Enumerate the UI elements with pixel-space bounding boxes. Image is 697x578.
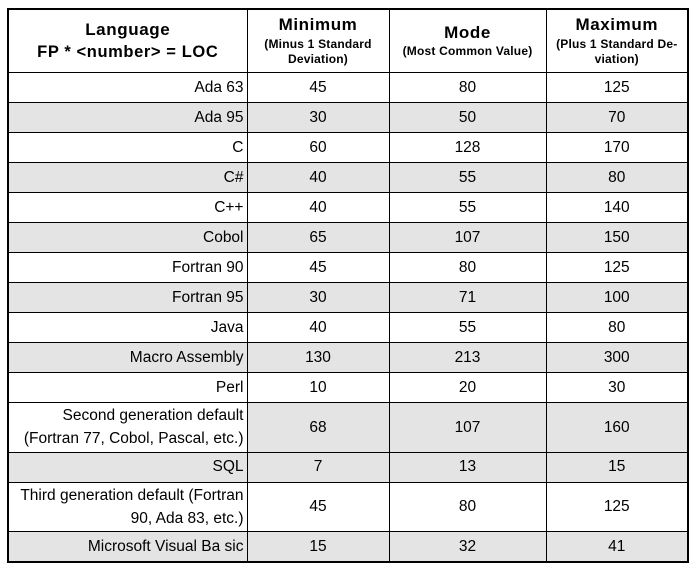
language-cell: Third generation default (Fortran 90, Ad… xyxy=(7,481,248,532)
column-header-maximum: Maximum (Plus 1 Standard De- viation) xyxy=(545,8,689,73)
mode-cell: 107 xyxy=(388,222,547,253)
language-header-formula: FP * <number> = LOC xyxy=(37,42,219,61)
table-row: Ada 95 30 50 70 xyxy=(7,102,689,133)
mode-cell: 20 xyxy=(388,372,547,403)
minimum-cell: 40 xyxy=(246,162,390,193)
maximum-cell: 300 xyxy=(545,342,689,373)
minimum-cell: 45 xyxy=(246,72,390,103)
table-row: Fortran 95 30 71 100 xyxy=(7,282,689,313)
minimum-cell: 130 xyxy=(246,342,390,373)
mode-header-title: Mode xyxy=(444,23,491,43)
language-cell: Ada 95 xyxy=(7,102,248,133)
table-row: Macro Assembly 130 213 300 xyxy=(7,342,689,373)
maximum-cell: 80 xyxy=(545,312,689,343)
language-cell: SQL xyxy=(7,451,248,483)
maximum-cell: 125 xyxy=(545,72,689,103)
mode-cell: 128 xyxy=(388,132,547,163)
column-header-minimum: Minimum (Minus 1 Standard Deviation) xyxy=(246,8,390,73)
mode-cell: 13 xyxy=(388,451,547,483)
mode-cell: 80 xyxy=(388,72,547,103)
table-body: Ada 63 45 80 125 Ada 95 30 50 70 C 60 12… xyxy=(7,72,689,563)
mode-cell: 55 xyxy=(388,162,547,193)
table-row: Perl 10 20 30 xyxy=(7,372,689,403)
table-row: Fortran 90 45 80 125 xyxy=(7,252,689,283)
column-header-mode: Mode (Most Common Value) xyxy=(388,8,547,73)
language-cell: Ada 63 xyxy=(7,72,248,103)
mode-header-subtitle: (Most Common Value) xyxy=(402,44,533,59)
maximum-header-title: Maximum xyxy=(575,15,659,35)
minimum-header-subtitle: (Minus 1 Standard Deviation) xyxy=(264,36,372,67)
minimum-cell: 40 xyxy=(246,192,390,223)
header-row: Language FP * <number> = LOC Minimum (Mi… xyxy=(7,8,689,73)
maximum-cell: 15 xyxy=(545,451,689,483)
minimum-cell: 68 xyxy=(246,402,390,453)
fp-to-loc-conversion-table: Language FP * <number> = LOC Minimum (Mi… xyxy=(7,8,689,563)
maximum-header-subtitle: (Plus 1 Standard De- viation) xyxy=(556,36,678,67)
minimum-cell: 45 xyxy=(246,481,390,532)
table-row: C++ 40 55 140 xyxy=(7,192,689,223)
language-cell: Fortran 90 xyxy=(7,252,248,283)
mode-cell: 32 xyxy=(388,531,547,563)
mode-cell: 80 xyxy=(388,252,547,283)
table-row: C# 40 55 80 xyxy=(7,162,689,193)
language-cell: Cobol xyxy=(7,222,248,253)
mode-cell: 55 xyxy=(388,312,547,343)
minimum-cell: 40 xyxy=(246,312,390,343)
language-cell: C xyxy=(7,132,248,163)
language-cell: Perl xyxy=(7,372,248,403)
minimum-cell: 10 xyxy=(246,372,390,403)
language-cell: Microsoft Visual Ba sic xyxy=(7,531,248,563)
table-row: Java 40 55 80 xyxy=(7,312,689,343)
maximum-cell: 125 xyxy=(545,252,689,283)
maximum-cell: 41 xyxy=(545,531,689,563)
mode-cell: 80 xyxy=(388,481,547,532)
minimum-header-title: Minimum xyxy=(278,15,358,35)
table-row: SQL 7 13 15 xyxy=(7,451,689,483)
minimum-cell: 15 xyxy=(246,531,390,563)
language-cell: Macro Assembly xyxy=(7,342,248,373)
table-row: Third generation default (Fortran 90, Ad… xyxy=(7,481,689,532)
table-row: C 60 128 170 xyxy=(7,132,689,163)
table-header: Language FP * <number> = LOC Minimum (Mi… xyxy=(7,8,689,73)
minimum-cell: 60 xyxy=(246,132,390,163)
language-cell: Java xyxy=(7,312,248,343)
maximum-cell: 170 xyxy=(545,132,689,163)
table-row: Ada 63 45 80 125 xyxy=(7,72,689,103)
column-header-language: Language FP * <number> = LOC xyxy=(7,8,248,73)
maximum-cell: 70 xyxy=(545,102,689,133)
language-header-title: Language xyxy=(85,19,171,39)
maximum-cell: 125 xyxy=(545,481,689,532)
minimum-cell: 65 xyxy=(246,222,390,253)
language-cell: C++ xyxy=(7,192,248,223)
maximum-cell: 150 xyxy=(545,222,689,253)
language-cell: C# xyxy=(7,162,248,193)
mode-cell: 50 xyxy=(388,102,547,133)
maximum-cell: 140 xyxy=(545,192,689,223)
maximum-cell: 160 xyxy=(545,402,689,453)
language-cell: Second generation default (Fortran 77, C… xyxy=(7,402,248,453)
minimum-cell: 30 xyxy=(246,282,390,313)
language-cell: Fortran 95 xyxy=(7,282,248,313)
maximum-cell: 100 xyxy=(545,282,689,313)
mode-cell: 213 xyxy=(388,342,547,373)
mode-cell: 107 xyxy=(388,402,547,453)
maximum-cell: 30 xyxy=(545,372,689,403)
minimum-cell: 7 xyxy=(246,451,390,483)
mode-cell: 55 xyxy=(388,192,547,223)
minimum-cell: 30 xyxy=(246,102,390,133)
table-row: Microsoft Visual Ba sic 15 32 41 xyxy=(7,531,689,563)
table-row: Cobol 65 107 150 xyxy=(7,222,689,253)
mode-cell: 71 xyxy=(388,282,547,313)
minimum-cell: 45 xyxy=(246,252,390,283)
maximum-cell: 80 xyxy=(545,162,689,193)
table-row: Second generation default (Fortran 77, C… xyxy=(7,402,689,453)
